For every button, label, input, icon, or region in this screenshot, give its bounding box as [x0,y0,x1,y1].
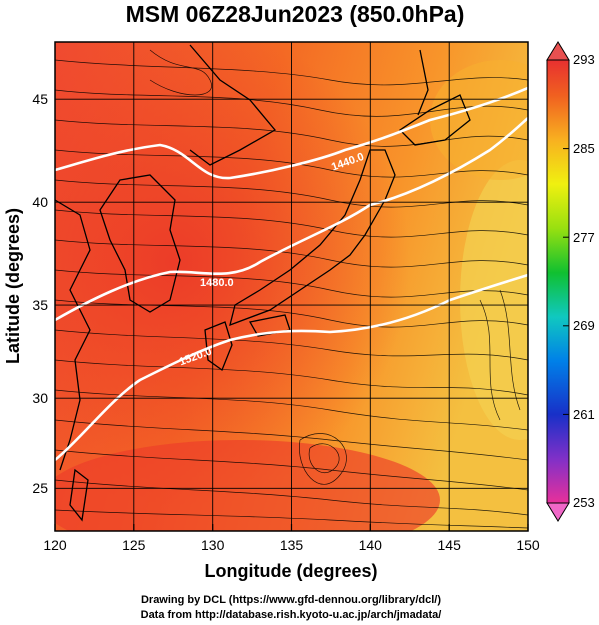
x-axis [54,524,529,531]
x-tick-labels: 120 125 130 135 140 145 150 [43,537,540,553]
x-tick-label: 140 [359,537,383,553]
x-tick-label: 145 [438,537,462,553]
x-tick-label: 125 [122,537,146,553]
y-tick-label: 40 [32,194,48,210]
x-tick-label: 130 [201,537,225,553]
colorbar-scale [546,59,570,504]
colorbar-tick-label: 285 [573,141,595,156]
coastline-honshu [229,149,396,327]
colorbar-tick-label: 293 [573,52,595,67]
y-tick-label: 25 [32,480,48,496]
coastline-china-coast [55,199,91,471]
coastline-taiwan [69,468,89,522]
coastline-korea [99,174,181,313]
colorbar-tick-label: 261 [573,407,595,422]
coastline-sakhalin [417,49,429,116]
credit-data-source: Data from http://database.rish.kyoto-u.a… [141,609,442,621]
chart-title: MSM 06Z28Jun2023 (850.0hPa) [126,1,465,27]
contour-line-1520 [55,273,528,462]
y-tick-label: 35 [32,297,48,313]
x-tick-label: 150 [516,537,540,553]
map-plot-area: 1440.0 1480.0 1520.0 [55,42,528,531]
coastline-manchuria [189,44,276,166]
coastlines [55,44,471,522]
cool-region-northeast [430,60,528,180]
coastline-kyushu [204,321,233,372]
coastline-hokkaido [398,94,471,146]
x-axis-label: Longitude (degrees) [204,561,377,581]
colorbar-tick-label: 277 [573,230,595,245]
wind-streamlines [55,49,528,529]
y-axis-label: Latitude (degrees) [3,208,23,364]
y-tick-label: 30 [32,390,48,406]
colorbar: 293 285 277 269 261 253 [546,41,595,522]
y-tick-label: 45 [32,91,48,107]
x-tick-label: 120 [43,537,67,553]
credit-drawing: Drawing by DCL (https://www.gfd-dennou.o… [141,594,441,606]
colorbar-tick-label: 253 [573,495,595,510]
x-tick-label: 135 [280,537,304,553]
colorbar-min-arrow [546,502,570,522]
colorbar-tick-label: 269 [573,318,595,333]
colorbar-max-arrow [546,41,570,61]
cool-region-east [460,160,528,440]
contour-label-1480: 1480.0 [200,277,234,289]
contour-line-1480 [55,117,528,322]
y-tick-labels: 45 40 35 30 25 [32,91,48,496]
height-contours [55,86,528,462]
contour-line-1440 [55,86,528,180]
lat-lon-grid [55,42,528,531]
warm-region-south [55,440,440,531]
